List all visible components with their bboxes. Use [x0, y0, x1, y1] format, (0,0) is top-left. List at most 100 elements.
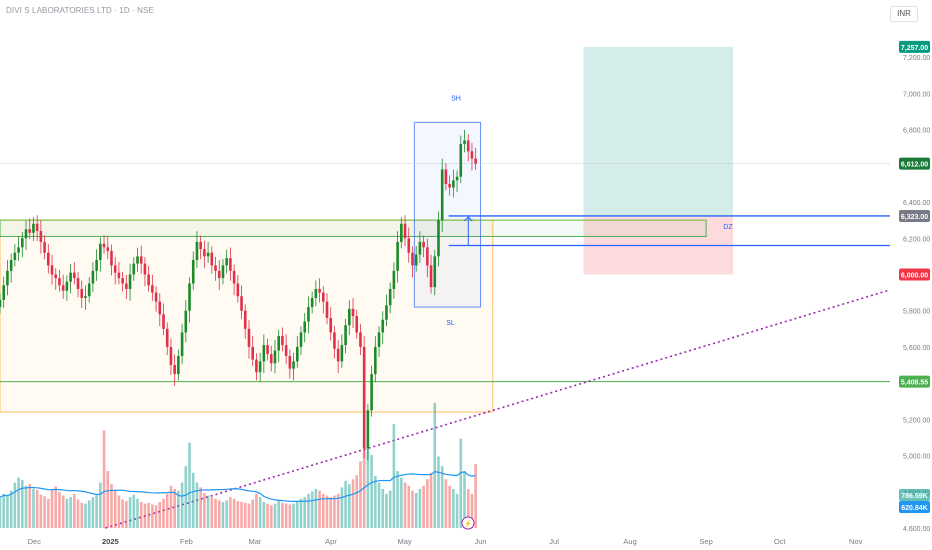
y-tick-label: 5,600.00	[903, 345, 930, 352]
candle-body	[95, 259, 98, 271]
volume-last-label: 786.59K	[901, 493, 927, 500]
volume-bar	[444, 479, 448, 528]
volume-bar	[422, 485, 425, 528]
volume-bar	[314, 489, 318, 528]
volume-bar	[392, 424, 396, 528]
candle-body	[17, 247, 20, 253]
volume-bar	[206, 495, 210, 528]
volume-bar	[191, 472, 195, 528]
candle-body	[217, 270, 221, 279]
candle-body	[210, 252, 214, 266]
x-tick-label: Aug	[623, 537, 636, 546]
y-tick-label: 5,200.00	[903, 417, 930, 424]
candle-body	[321, 292, 325, 302]
candle-body	[255, 359, 258, 373]
volume-bar	[221, 502, 225, 528]
price-tag-label: 6,612.00	[901, 162, 928, 169]
volume-bar	[113, 490, 117, 528]
candle-body	[370, 374, 373, 411]
candle-body	[125, 283, 128, 289]
price-tag-bg	[899, 375, 930, 388]
candle-body	[173, 365, 176, 375]
volume-bar	[258, 497, 262, 528]
volume-bar	[266, 503, 269, 528]
candle-body	[117, 272, 121, 279]
candle-body	[65, 281, 69, 291]
volume-bar	[411, 490, 414, 528]
candle-body	[203, 249, 206, 257]
volume-bar	[269, 505, 273, 528]
candle-body	[381, 319, 385, 333]
volume-bar	[452, 489, 455, 528]
candle-body	[284, 345, 288, 356]
candle-body	[325, 301, 329, 318]
volume-bar	[247, 503, 251, 528]
y-tick-label: 6,800.00	[903, 128, 930, 135]
volume-bar	[400, 477, 403, 528]
y-tick-label: 4,600.00	[903, 526, 930, 533]
candle-body	[87, 283, 91, 297]
price-tag-label: 7,257.00	[901, 45, 928, 52]
candle-body	[177, 355, 180, 375]
currency-button[interactable]: INR	[890, 6, 918, 22]
candle-body	[143, 263, 147, 275]
volume-bar	[463, 471, 466, 528]
volume-bar	[307, 493, 310, 528]
candle-body	[162, 314, 165, 329]
candle-body	[243, 310, 247, 329]
volume-bar	[76, 499, 80, 528]
candle-body	[392, 270, 396, 289]
volume-bar	[173, 489, 176, 528]
volume-ma-line	[0, 470, 476, 502]
candle-body	[318, 288, 321, 293]
volume-bar	[243, 502, 247, 528]
volume-bar	[299, 498, 303, 528]
candle-body	[359, 332, 362, 347]
volume-bar	[407, 485, 411, 528]
volume-bar	[388, 490, 392, 528]
price-tag-bg	[899, 209, 930, 222]
candle-body	[214, 265, 217, 271]
y-tick-label: 6,200.00	[903, 236, 930, 243]
volume-bar	[303, 497, 307, 528]
candle-body	[448, 183, 451, 188]
candle-body	[84, 296, 87, 299]
y-tick-label: 5,800.00	[903, 309, 930, 316]
candle-body	[474, 158, 477, 164]
volume-bar	[61, 495, 65, 528]
volume-bar	[321, 493, 325, 528]
x-tick-label: Nov	[849, 537, 863, 546]
candle-body	[411, 252, 414, 266]
candle-body	[344, 325, 347, 346]
volume-bar	[132, 494, 136, 528]
candle-body	[418, 241, 422, 255]
volume-bar	[288, 504, 292, 528]
candle-body	[251, 346, 254, 360]
candle-body	[188, 283, 191, 311]
candle-body	[225, 258, 228, 266]
y-tick-label: 7,200.00	[903, 55, 930, 62]
volume-bar	[229, 497, 232, 528]
candle-body	[403, 223, 407, 239]
candle-body	[39, 231, 43, 242]
volume-bar	[381, 489, 385, 528]
candle-body	[273, 350, 277, 364]
volume-bar	[13, 482, 17, 528]
candle-body	[2, 285, 6, 300]
x-tick-label: Sep	[699, 537, 712, 546]
candle-body	[444, 169, 448, 184]
candle-body	[374, 346, 377, 375]
candle-body	[102, 243, 106, 248]
volume-bar	[344, 480, 347, 528]
candle-body	[54, 274, 58, 279]
candle-body	[307, 307, 310, 322]
candle-body	[351, 308, 355, 317]
y-tick-label: 5,000.00	[903, 454, 930, 461]
volume-bar	[50, 489, 54, 528]
volume-bar	[225, 500, 228, 528]
candle-body	[128, 274, 132, 289]
volume-bar	[448, 485, 451, 528]
candle-body	[288, 355, 292, 369]
volume-bar	[433, 402, 437, 528]
